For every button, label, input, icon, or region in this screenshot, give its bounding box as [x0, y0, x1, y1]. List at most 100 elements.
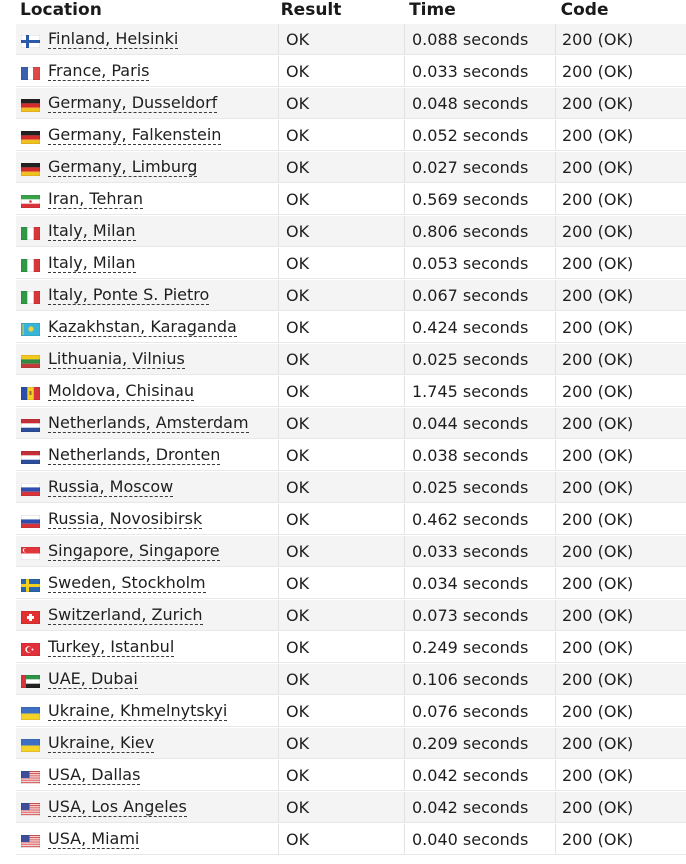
russia-flag-icon	[21, 481, 40, 496]
location-link[interactable]: Turkey, Istanbul	[48, 636, 175, 657]
table-row: USA, Dallas OK 0.042 seconds 200 (OK)	[16, 760, 686, 792]
location-link[interactable]: Netherlands, Amsterdam	[48, 412, 249, 433]
time-cell: 0.462 seconds	[405, 504, 556, 535]
netherlands-flag-icon	[21, 417, 40, 432]
result-cell: OK	[279, 568, 405, 599]
time-cell: 1.745 seconds	[405, 376, 556, 407]
result-cell: OK	[279, 472, 405, 503]
location-link[interactable]: Italy, Ponte S. Pietro	[48, 284, 210, 305]
code-cell: 200 (OK)	[556, 248, 686, 279]
table-row: Moldova, Chisinau OK 1.745 seconds 200 (OK)	[16, 376, 686, 408]
result-cell: OK	[279, 152, 405, 183]
header-result[interactable]: Result	[280, 0, 342, 20]
lithuania-flag-icon	[21, 353, 40, 368]
location-link[interactable]: Moldova, Chisinau	[48, 380, 195, 401]
code-cell: 200 (OK)	[556, 504, 686, 535]
location-link[interactable]: Netherlands, Dronten	[48, 444, 221, 465]
italy-flag-icon	[21, 289, 40, 304]
location-link[interactable]: Italy, Milan	[48, 220, 136, 241]
location-link[interactable]: Kazakhstan, Karaganda	[48, 316, 237, 337]
table-row: Ukraine, Kiev OK 0.209 seconds 200 (OK)	[16, 728, 686, 760]
header-time[interactable]: Time	[409, 0, 456, 20]
location-cell: Lithuania, Vilnius	[16, 344, 279, 375]
table-row: Germany, Falkenstein OK 0.052 seconds 200 (…	[16, 120, 686, 152]
finland-flag-icon	[21, 33, 40, 48]
code-cell: 200 (OK)	[556, 824, 686, 855]
code-cell: 200 (OK)	[556, 568, 686, 599]
result-cell: OK	[279, 760, 405, 791]
code-cell: 200 (OK)	[556, 56, 686, 87]
location-link[interactable]: Ukraine, Khmelnytskyi	[48, 700, 228, 721]
location-link[interactable]: Russia, Moscow	[48, 476, 174, 497]
table-row: Ukraine, Khmelnytskyi OK 0.076 seconds 200 …	[16, 696, 686, 728]
location-link[interactable]: Russia, Novosibirsk	[48, 508, 203, 529]
usa-flag-icon	[21, 833, 40, 848]
germany-flag-icon	[21, 129, 40, 144]
location-link[interactable]: Germany, Limburg	[48, 156, 198, 177]
singapore-flag-icon	[21, 545, 40, 560]
location-cell: France, Paris	[16, 56, 279, 87]
table-row: Finland, Helsinki OK 0.088 seconds 200 (OK)	[16, 24, 686, 56]
location-link[interactable]: Ukraine, Kiev	[48, 732, 155, 753]
header-location[interactable]: Location	[20, 0, 102, 20]
result-cell: OK	[279, 728, 405, 759]
code-cell: 200 (OK)	[556, 536, 686, 567]
location-link[interactable]: Germany, Dusseldorf	[48, 92, 218, 113]
location-link[interactable]: Iran, Tehran	[48, 188, 143, 209]
table-row: Russia, Moscow OK 0.025 seconds 200 (OK)	[16, 472, 686, 504]
code-cell: 200 (OK)	[556, 152, 686, 183]
header-code[interactable]: Code	[560, 0, 609, 20]
time-cell: 0.076 seconds	[405, 696, 556, 727]
table-row: Germany, Limburg OK 0.027 seconds 200 (OK)	[16, 152, 686, 184]
result-cell: OK	[279, 504, 405, 535]
result-cell: OK	[279, 536, 405, 567]
code-cell: 200 (OK)	[556, 728, 686, 759]
location-link[interactable]: USA, Los Angeles	[48, 796, 187, 817]
kazakhstan-flag-icon	[21, 321, 40, 336]
location-link[interactable]: Singapore, Singapore	[48, 540, 220, 561]
turkey-flag-icon	[21, 641, 40, 656]
table-row: Netherlands, Amsterdam OK 0.044 seconds 200…	[16, 408, 686, 440]
table-row: Iran, Tehran OK 0.569 seconds 200 (OK)	[16, 184, 686, 216]
table-row: Netherlands, Dronten OK 0.038 seconds 200 (…	[16, 440, 686, 472]
code-cell: 200 (OK)	[556, 120, 686, 151]
location-link[interactable]: Lithuania, Vilnius	[48, 348, 185, 369]
table-row: Lithuania, Vilnius OK 0.025 seconds 200 (OK…	[16, 344, 686, 376]
location-link[interactable]: USA, Dallas	[48, 764, 141, 785]
result-cell: OK	[279, 600, 405, 631]
table-row: Kazakhstan, Karaganda OK 0.424 seconds 200 …	[16, 312, 686, 344]
table-row: Turkey, Istanbul OK 0.249 seconds 200 (OK)	[16, 632, 686, 664]
location-link[interactable]: Finland, Helsinki	[48, 28, 179, 49]
result-cell: OK	[279, 344, 405, 375]
location-cell: Russia, Novosibirsk	[16, 504, 279, 535]
code-cell: 200 (OK)	[556, 792, 686, 823]
location-link[interactable]: Sweden, Stockholm	[48, 572, 206, 593]
code-cell: 200 (OK)	[556, 184, 686, 215]
location-cell: Ukraine, Khmelnytskyi	[16, 696, 279, 727]
location-link[interactable]: Switzerland, Zurich	[48, 604, 203, 625]
location-link[interactable]: USA, Miami	[48, 828, 140, 849]
result-cell: OK	[279, 664, 405, 695]
time-cell: 0.088 seconds	[405, 24, 556, 55]
location-cell: Russia, Moscow	[16, 472, 279, 503]
result-cell: OK	[279, 696, 405, 727]
result-cell: OK	[279, 632, 405, 663]
location-link[interactable]: UAE, Dubai	[48, 668, 138, 689]
time-cell: 0.424 seconds	[405, 312, 556, 343]
location-link[interactable]: Germany, Falkenstein	[48, 124, 222, 145]
location-cell: Netherlands, Amsterdam	[16, 408, 279, 439]
location-link[interactable]: Italy, Milan	[48, 252, 136, 273]
table-row: Italy, Milan OK 0.806 seconds 200 (OK)	[16, 216, 686, 248]
moldova-flag-icon	[21, 385, 40, 400]
location-cell: Germany, Dusseldorf	[16, 88, 279, 119]
result-cell: OK	[279, 120, 405, 151]
location-cell: USA, Miami	[16, 824, 279, 855]
location-cell: Ukraine, Kiev	[16, 728, 279, 759]
table-row: Italy, Milan OK 0.053 seconds 200 (OK)	[16, 248, 686, 280]
result-cell: OK	[279, 824, 405, 855]
table-row: USA, Los Angeles OK 0.042 seconds 200 (OK)	[16, 792, 686, 824]
time-cell: 0.033 seconds	[405, 536, 556, 567]
location-cell: Turkey, Istanbul	[16, 632, 279, 663]
location-link[interactable]: France, Paris	[48, 60, 150, 81]
table-row: Sweden, Stockholm OK 0.034 seconds 200 (OK)	[16, 568, 686, 600]
